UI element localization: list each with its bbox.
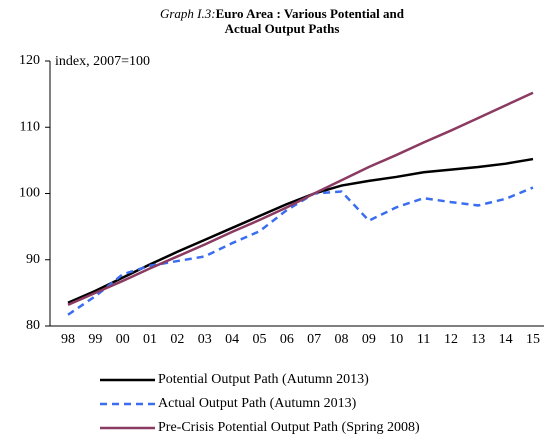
legend-label: Pre-Crisis Potential Output Path (Spring… [158, 420, 420, 435]
chart-title: Euro Area : Various Potential and Actual… [215, 6, 404, 36]
legend-label: Potential Output Path (Autumn 2013) [158, 372, 369, 387]
x-tick-label: 03 [198, 332, 212, 347]
x-tick-label: 08 [335, 332, 349, 347]
series-line [67, 157, 534, 304]
x-tick-label: 13 [471, 332, 485, 347]
x-tick-label: 15 [526, 332, 540, 347]
chart-title-box: Graph I.3:Euro Area : Various Potential … [142, 6, 422, 36]
x-tick-label: 02 [170, 332, 184, 347]
x-tick-label: 14 [499, 332, 513, 347]
x-tick-label: 00 [116, 332, 130, 347]
x-tick-label: 05 [252, 332, 266, 347]
chart-title-label: Graph I.3: [159, 6, 216, 21]
x-tick-label: 01 [143, 332, 157, 347]
y-tick-label: 120 [19, 53, 40, 68]
x-tick-label: 98 [61, 332, 75, 347]
y-tick-label: 110 [20, 119, 40, 134]
x-tick-label: 99 [88, 332, 102, 347]
x-tick-label: 10 [389, 332, 403, 347]
x-tick-label: 09 [362, 332, 376, 347]
x-tick-label: 04 [225, 332, 239, 347]
series-line [67, 186, 534, 316]
x-tick-label: 06 [280, 332, 294, 347]
y-axis-label: index, 2007=100 [55, 54, 150, 69]
x-tick-label: 11 [417, 332, 430, 347]
y-tick-label: 90 [26, 252, 40, 267]
y-tick-label: 100 [19, 186, 40, 201]
x-tick-label: 07 [307, 332, 321, 347]
series-line [67, 91, 534, 306]
legend-label: Actual Output Path (Autumn 2013) [158, 396, 357, 411]
x-tick-label: 12 [444, 332, 458, 347]
y-tick-label: 80 [26, 318, 40, 333]
